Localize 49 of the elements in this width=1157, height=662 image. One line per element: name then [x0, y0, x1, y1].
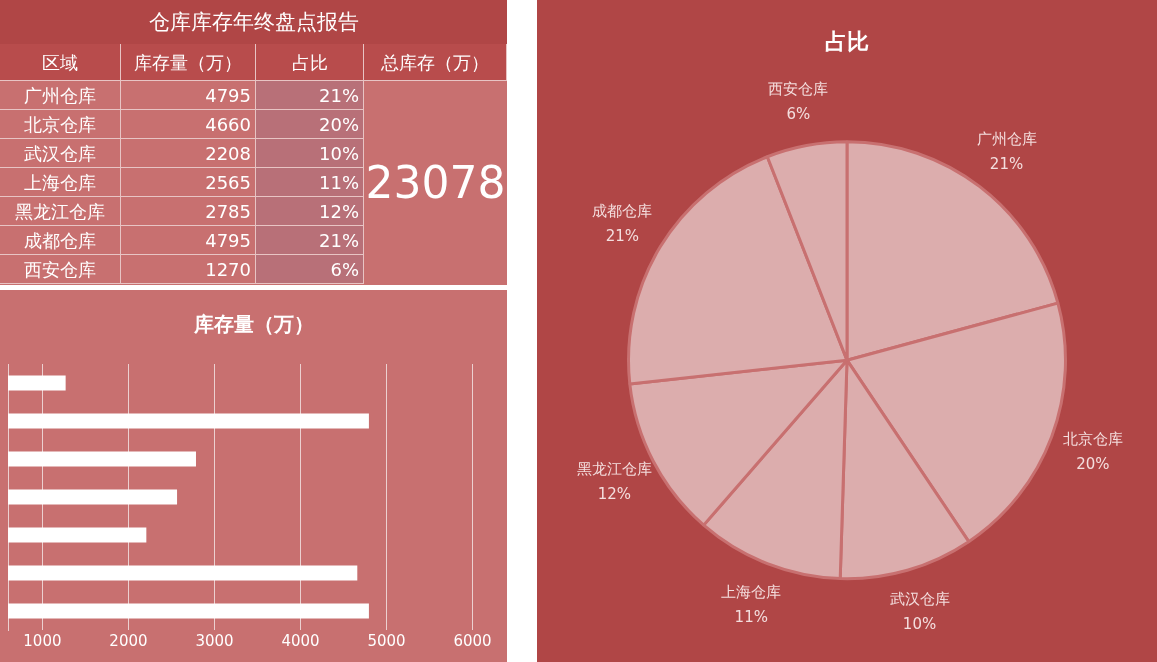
x-tick-label: 2000 [109, 631, 148, 650]
text: 2785 [121, 197, 256, 226]
x-tick-label: 1000 [23, 631, 62, 650]
data-label: 10% [902, 615, 937, 634]
chart-title: 占比 [825, 28, 869, 54]
slice-label: 上海仓库 [721, 582, 782, 601]
slice-label: 黑龙江仓库 [576, 459, 652, 478]
text: 2565 [121, 168, 256, 197]
text: 10% [256, 139, 364, 168]
text: 4795 [121, 226, 256, 255]
text: 1270 [121, 255, 256, 284]
x-tick-label: 3000 [195, 631, 234, 650]
x-tick-label: 6000 [453, 631, 492, 650]
slice-label: 广州仓库 [976, 129, 1037, 148]
data-label: 20% [1076, 455, 1110, 473]
text: 总库存（万） [364, 44, 507, 81]
text: 上海仓库 [0, 168, 121, 197]
text: 20% [256, 110, 364, 139]
text: 北京仓库 [0, 110, 121, 139]
data-label: 12% [597, 484, 632, 503]
text: 21% [256, 226, 364, 255]
data-label: 21% [989, 154, 1024, 173]
data-label: 21% [605, 227, 640, 246]
slice-label: 北京仓库 [1062, 430, 1123, 448]
text: 仓库库存年终盘点报告 [0, 0, 507, 44]
x-tick-label: 4000 [281, 631, 320, 650]
text: 23078 [364, 156, 507, 210]
text: 武汉仓库 [0, 139, 121, 168]
text: 11% [256, 168, 364, 197]
text: 西安仓库 [0, 255, 121, 284]
text: 6% [256, 255, 364, 284]
slice-label: 武汉仓库 [889, 590, 950, 609]
data-label: 11% [734, 607, 768, 626]
slice-label: 西安仓库 [768, 80, 829, 99]
chart-title: 库存量（万） [192, 312, 314, 337]
text: 2208 [121, 139, 256, 168]
slice-label: 成都仓库 [592, 202, 653, 221]
data-label: 6% [786, 105, 811, 124]
text: 12% [256, 197, 364, 226]
text: 黑龙江仓库 [0, 197, 121, 226]
text: 占比 [256, 44, 364, 81]
text: 4660 [121, 110, 256, 139]
text: 区域 [0, 44, 121, 81]
text: 广州仓库 [0, 81, 121, 110]
text: 21% [256, 81, 364, 110]
text: 成都仓库 [0, 226, 121, 255]
text: 库存量（万） [121, 44, 256, 81]
x-tick-label: 5000 [367, 631, 406, 650]
text: 4795 [121, 81, 256, 110]
